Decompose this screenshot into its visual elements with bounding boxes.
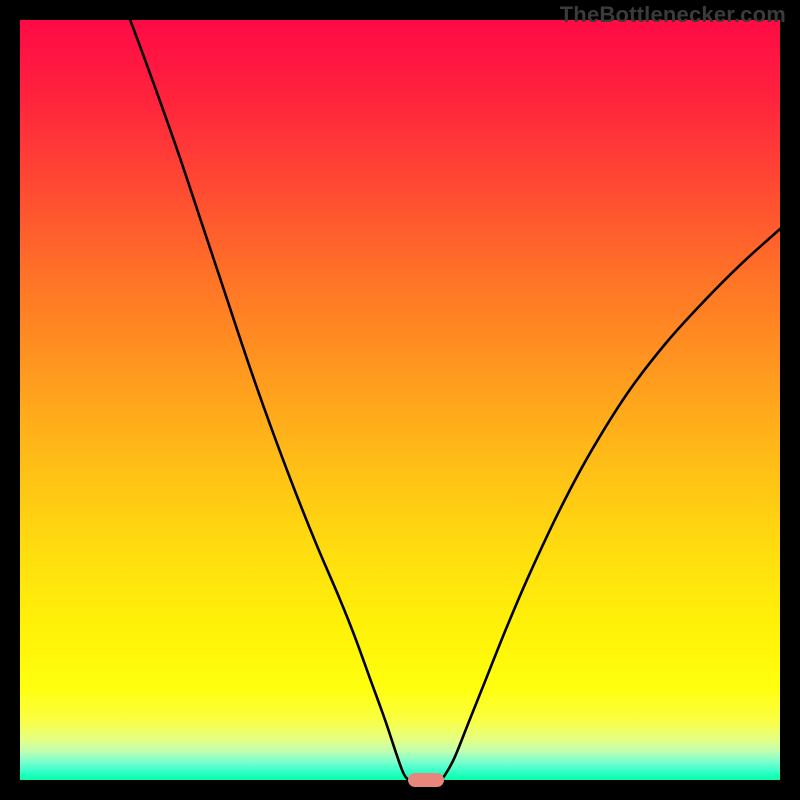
watermark-text: TheBottlenecker.com <box>560 2 786 28</box>
plot-background <box>20 20 780 780</box>
optimal-point-marker <box>408 773 444 787</box>
